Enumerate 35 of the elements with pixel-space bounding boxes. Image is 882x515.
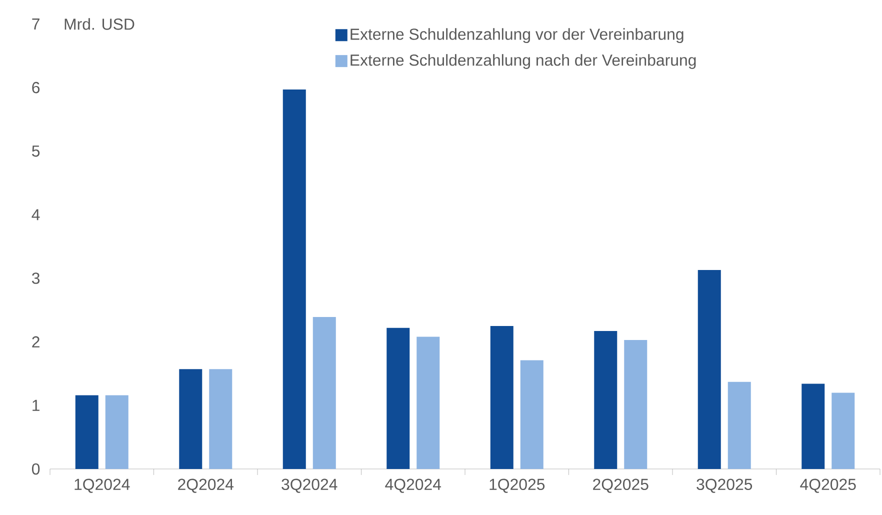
- bar: [416, 336, 440, 469]
- bar: [728, 382, 751, 469]
- x-tick-label: 1Q2024: [74, 478, 130, 493]
- y-tick-label: 2: [32, 336, 40, 348]
- y-tick-label: 6: [32, 82, 40, 94]
- legend-label: Externe Schuldenzahlung nach der Vereinbarung: [350, 54, 696, 69]
- y-tick-label: 3: [32, 272, 40, 284]
- bar: [179, 369, 202, 469]
- x-tick-label: 3Q2024: [282, 478, 338, 493]
- y-tick-label: 7: [32, 18, 40, 30]
- bar: [490, 326, 514, 469]
- bar: [802, 384, 825, 469]
- bar: [520, 360, 544, 469]
- bar: [594, 331, 618, 469]
- x-tick-label: 4Q2025: [800, 478, 856, 493]
- bar: [209, 369, 232, 469]
- legend-label: Externe Schuldenzahlung vor der Vereinbarung: [350, 28, 684, 44]
- y-tick-label: 5: [32, 146, 40, 157]
- y-axis-title: Mrd. USD: [64, 18, 134, 30]
- bar: [832, 392, 855, 469]
- x-tick-label: 3Q2025: [696, 478, 752, 493]
- x-tick-label: 2Q2024: [178, 478, 234, 493]
- x-tick-label: 4Q2024: [385, 478, 442, 493]
- x-tick-label: 1Q2025: [490, 478, 545, 493]
- y-tick-label: 4: [32, 209, 40, 220]
- bar: [386, 328, 410, 469]
- bar: [698, 270, 721, 469]
- bar: [282, 89, 306, 469]
- bar: [105, 395, 128, 469]
- x-tick-label: 2Q2025: [593, 478, 648, 493]
- bar: [75, 395, 98, 469]
- bar: [624, 340, 648, 469]
- y-tick-label: 1: [32, 400, 40, 411]
- y-tick-label: 0: [32, 463, 40, 475]
- bar: [312, 317, 336, 469]
